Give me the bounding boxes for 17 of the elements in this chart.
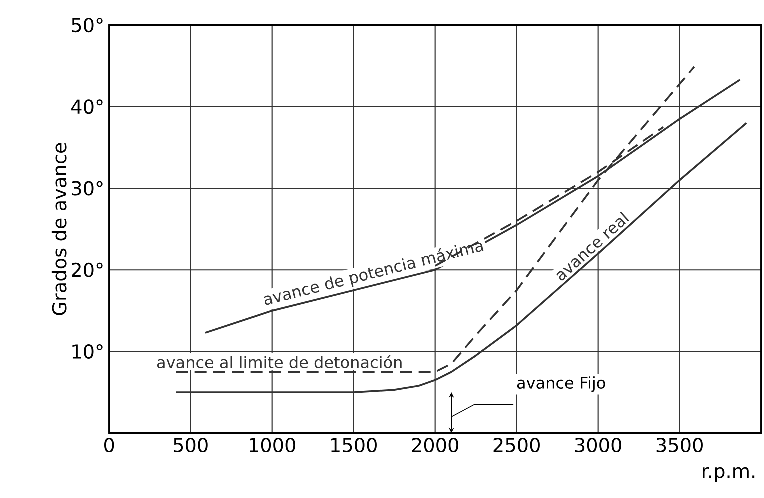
x-tick-label: 1000 bbox=[250, 438, 296, 453]
x-tick-label: 0 bbox=[104, 438, 114, 453]
annotation: avance Fijo bbox=[517, 376, 606, 392]
y-tick-label: 40° bbox=[72, 100, 103, 114]
x-tick-label: 3500 bbox=[656, 438, 703, 453]
x-tick-label: 1500 bbox=[332, 438, 377, 453]
x-tick-label: 2000 bbox=[412, 438, 458, 453]
y-tick-label: 30° bbox=[72, 181, 103, 196]
series-label: avance al limite de detonación bbox=[157, 355, 402, 369]
y-tick-label: 20° bbox=[72, 262, 103, 278]
y-tick-label: 10° bbox=[72, 344, 103, 359]
x-axis-title: r.p.m. bbox=[703, 467, 755, 482]
x-tick-label: 2500 bbox=[494, 438, 540, 453]
y-axis-title: Grados de avance bbox=[52, 143, 67, 316]
x-tick-label: 500 bbox=[174, 438, 208, 453]
y-tick-label: 50° bbox=[72, 18, 103, 33]
x-tick-label: 3000 bbox=[575, 438, 622, 453]
